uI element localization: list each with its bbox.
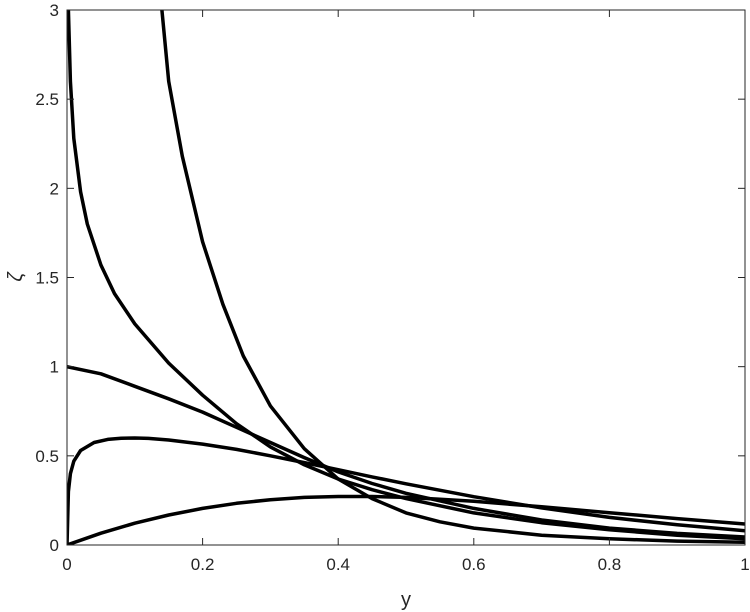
series-line-1 <box>67 494 745 545</box>
y-tick-label: 3 <box>50 1 59 20</box>
series-line-5 <box>160 10 745 545</box>
y-tick-label: 0 <box>50 536 59 555</box>
series-line-2 <box>67 436 745 545</box>
x-tick-label: 0.2 <box>191 555 215 574</box>
y-axis-label: ζ <box>5 271 27 282</box>
x-axis-label: y <box>401 589 411 611</box>
series-line-4 <box>67 10 745 541</box>
y-tick-label: 2 <box>50 179 59 198</box>
tick-layer: 0 0.2 0.4 0.6 0.8 1 0 0.5 1 1.5 2 2.5 3 <box>35 1 749 574</box>
y-tick-label: 1 <box>50 358 59 377</box>
y-tick-label: 1.5 <box>35 269 59 288</box>
x-tick-label: 0.8 <box>598 555 622 574</box>
x-tick-label: 0.4 <box>326 555 350 574</box>
series-layer <box>67 10 745 545</box>
x-tick-label: 0.6 <box>462 555 486 574</box>
x-tick-label: 0 <box>62 555 71 574</box>
plot-area <box>67 10 745 545</box>
y-tick-label: 2.5 <box>35 90 59 109</box>
y-tick-label: 0.5 <box>35 447 59 466</box>
x-tick-label: 1 <box>740 555 749 574</box>
